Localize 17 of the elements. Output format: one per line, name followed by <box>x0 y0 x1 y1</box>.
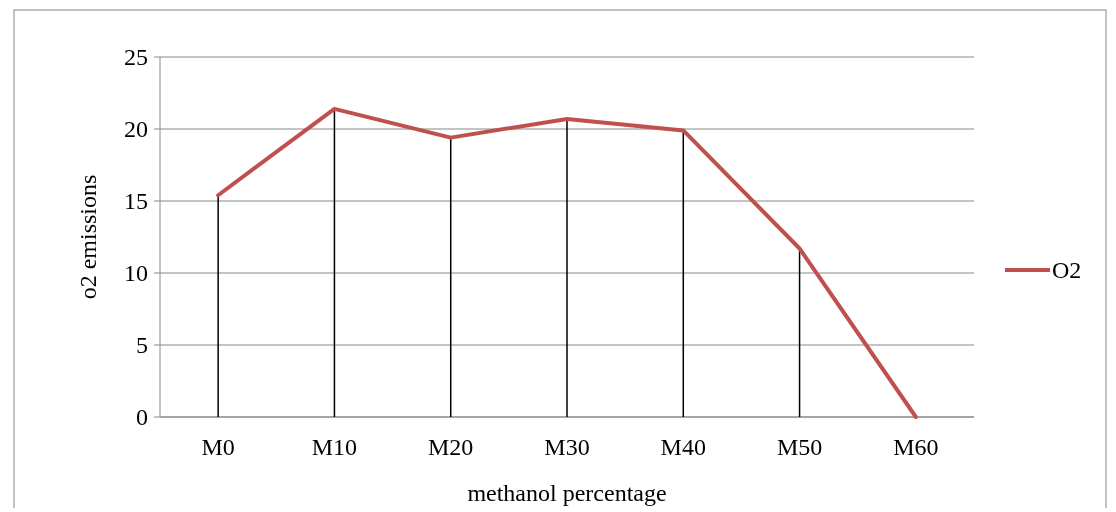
x-tick-label: M40 <box>660 434 706 460</box>
y-tick-label: 5 <box>136 332 148 359</box>
y-axis-title: o2 emissions <box>75 174 101 300</box>
x-tick-label: M30 <box>544 434 590 460</box>
line-series <box>216 106 918 419</box>
x-tick-label: M60 <box>893 434 939 460</box>
x-tick-label: M50 <box>776 434 823 460</box>
y-tick-label: 20 <box>124 116 148 143</box>
x-tick-label: M20 <box>428 434 474 460</box>
y-tick-label: 10 <box>124 260 148 287</box>
x-axis-title: methanol percentage <box>467 480 667 506</box>
y-tick-label: 25 <box>124 44 148 71</box>
y-tick-label: 15 <box>124 188 148 215</box>
x-tick-label: M10 <box>311 434 358 460</box>
y-tick-label: 0 <box>136 404 148 431</box>
legend-label: O2 <box>1052 257 1082 284</box>
x-tick-label: M0 <box>201 434 235 460</box>
